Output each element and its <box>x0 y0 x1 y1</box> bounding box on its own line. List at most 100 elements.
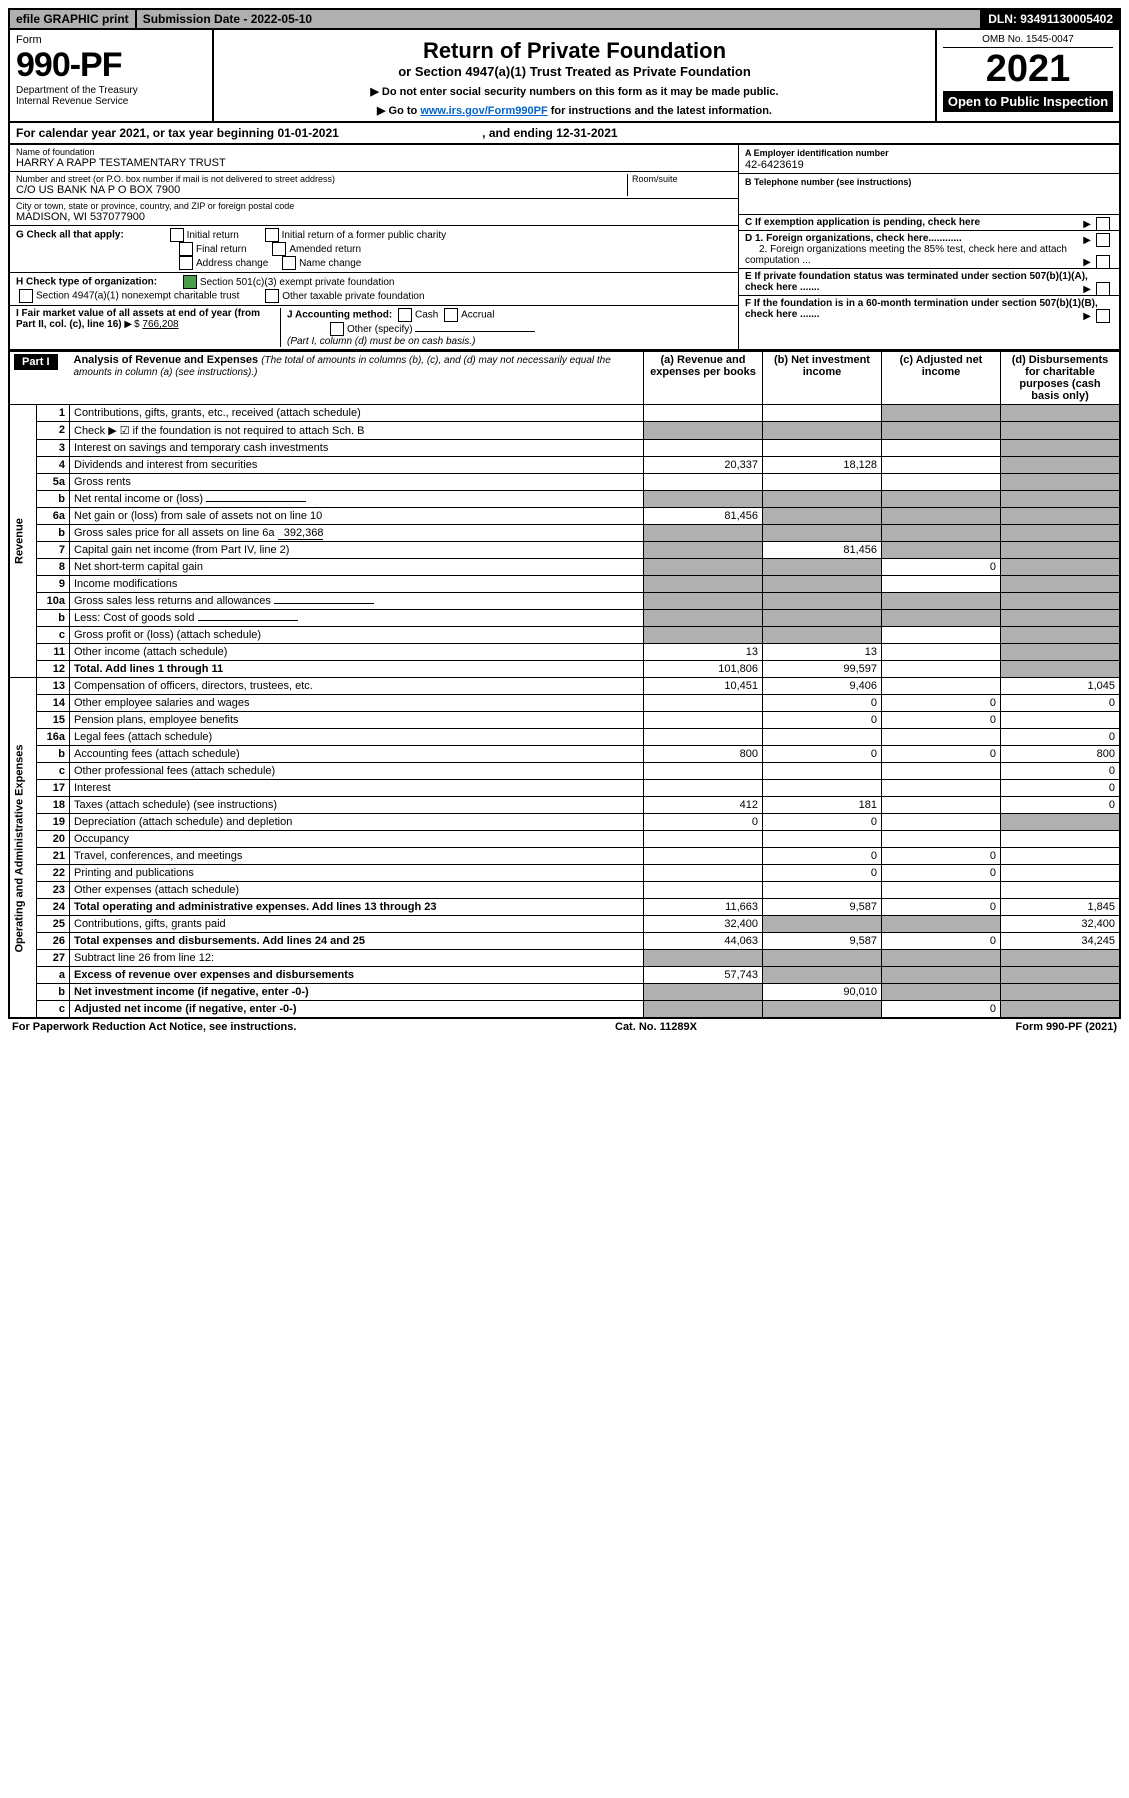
cell-c: 0 <box>882 865 1001 882</box>
cell-a <box>644 831 763 848</box>
addr-label: Number and street (or P.O. box number if… <box>16 174 623 184</box>
chk-cash[interactable] <box>398 308 412 322</box>
table-row: 25Contributions, gifts, grants paid32,40… <box>9 916 1120 933</box>
cell-b <box>763 916 882 933</box>
cell-b: 9,587 <box>763 899 882 916</box>
cell-b <box>763 440 882 457</box>
cell-d: 0 <box>1001 695 1121 712</box>
cell-d: 0 <box>1001 729 1121 746</box>
chk-f[interactable] <box>1096 309 1110 323</box>
cell-b <box>763 1001 882 1019</box>
table-row: 27Subtract line 26 from line 12: <box>9 950 1120 967</box>
cell-a <box>644 405 763 422</box>
footer-right: Form 990-PF (2021) <box>1016 1021 1117 1033</box>
row-number: 10a <box>37 593 70 610</box>
chk-initial-return[interactable] <box>170 228 184 242</box>
cell-c <box>882 491 1001 508</box>
cell-a: 0 <box>644 814 763 831</box>
cell-d: 0 <box>1001 780 1121 797</box>
cell-c <box>882 576 1001 593</box>
table-row: 8Net short-term capital gain0 <box>9 559 1120 576</box>
cell-b <box>763 508 882 525</box>
table-row: aExcess of revenue over expenses and dis… <box>9 967 1120 984</box>
row-desc: Capital gain net income (from Part IV, l… <box>70 542 644 559</box>
cell-a <box>644 576 763 593</box>
footer-mid: Cat. No. 11289X <box>615 1021 697 1033</box>
chk-other-taxable[interactable] <box>265 289 279 303</box>
cell-c <box>882 916 1001 933</box>
chk-initial-former[interactable] <box>265 228 279 242</box>
chk-501c3[interactable] <box>183 275 197 289</box>
table-row: 16aLegal fees (attach schedule)0 <box>9 729 1120 746</box>
row-desc: Check ▶ ☑ if the foundation is not requi… <box>70 422 644 440</box>
expenses-side-label: Operating and Administrative Expenses <box>9 678 37 1019</box>
row-number: 18 <box>37 797 70 814</box>
chk-accrual[interactable] <box>444 308 458 322</box>
table-row: 4Dividends and interest from securities2… <box>9 457 1120 474</box>
col-d-hdr: (d) Disbursements for charitable purpose… <box>1001 352 1121 405</box>
cell-d <box>1001 865 1121 882</box>
row-desc: Gross profit or (loss) (attach schedule) <box>70 627 644 644</box>
chk-amended-return[interactable] <box>272 242 286 256</box>
cell-d <box>1001 576 1121 593</box>
cell-a <box>644 474 763 491</box>
table-row: Operating and Administrative Expenses13C… <box>9 678 1120 695</box>
cell-c <box>882 627 1001 644</box>
chk-other-method[interactable] <box>330 322 344 336</box>
cell-d <box>1001 1001 1121 1019</box>
city-value: MADISON, WI 537077900 <box>16 211 732 223</box>
efile-print-button[interactable]: efile GRAPHIC print <box>10 10 137 28</box>
chk-4947a1[interactable] <box>19 289 33 303</box>
cell-c <box>882 457 1001 474</box>
table-row: 5aGross rents <box>9 474 1120 491</box>
cell-a <box>644 848 763 865</box>
chk-c[interactable] <box>1096 217 1110 231</box>
d1-label: D 1. Foreign organizations, check here..… <box>745 233 962 244</box>
chk-final-return[interactable] <box>179 242 193 256</box>
cell-c <box>882 678 1001 695</box>
cell-a: 13 <box>644 644 763 661</box>
cell-d <box>1001 559 1121 576</box>
row-desc: Interest <box>70 780 644 797</box>
table-row: 20Occupancy <box>9 831 1120 848</box>
irs-link[interactable]: www.irs.gov/Form990PF <box>420 105 547 117</box>
cell-c <box>882 814 1001 831</box>
calendar-year-row: For calendar year 2021, or tax year begi… <box>8 123 1121 145</box>
table-row: Revenue1Contributions, gifts, grants, et… <box>9 405 1120 422</box>
chk-d2[interactable] <box>1096 255 1110 269</box>
cell-b <box>763 422 882 440</box>
row-desc: Other income (attach schedule) <box>70 644 644 661</box>
e-label: E If private foundation status was termi… <box>745 271 1088 293</box>
cell-c <box>882 763 1001 780</box>
cell-a <box>644 984 763 1001</box>
cell-a: 11,663 <box>644 899 763 916</box>
table-row: 14Other employee salaries and wages000 <box>9 695 1120 712</box>
i-value: 766,208 <box>142 319 178 330</box>
cell-b <box>763 967 882 984</box>
d2-label: 2. Foreign organizations meeting the 85%… <box>745 244 1067 266</box>
row-desc: Depreciation (attach schedule) and deple… <box>70 814 644 831</box>
col-c-hdr: (c) Adjusted net income <box>882 352 1001 405</box>
row-desc: Less: Cost of goods sold <box>70 610 644 627</box>
cell-c <box>882 422 1001 440</box>
cell-d <box>1001 542 1121 559</box>
chk-address-change[interactable] <box>179 256 193 270</box>
row-number: 8 <box>37 559 70 576</box>
row-desc: Interest on savings and temporary cash i… <box>70 440 644 457</box>
cell-a <box>644 763 763 780</box>
cell-b <box>763 525 882 542</box>
row-number: 17 <box>37 780 70 797</box>
cell-a <box>644 950 763 967</box>
chk-e[interactable] <box>1096 282 1110 296</box>
table-row: 15Pension plans, employee benefits00 <box>9 712 1120 729</box>
cell-a: 412 <box>644 797 763 814</box>
chk-d1[interactable] <box>1096 233 1110 247</box>
cell-a: 10,451 <box>644 678 763 695</box>
cell-c: 0 <box>882 746 1001 763</box>
table-row: cGross profit or (loss) (attach schedule… <box>9 627 1120 644</box>
footer-left: For Paperwork Reduction Act Notice, see … <box>12 1021 296 1033</box>
table-row: 17Interest 0 <box>9 780 1120 797</box>
row-number: b <box>37 491 70 508</box>
chk-name-change[interactable] <box>282 256 296 270</box>
table-row: bNet rental income or (loss) <box>9 491 1120 508</box>
